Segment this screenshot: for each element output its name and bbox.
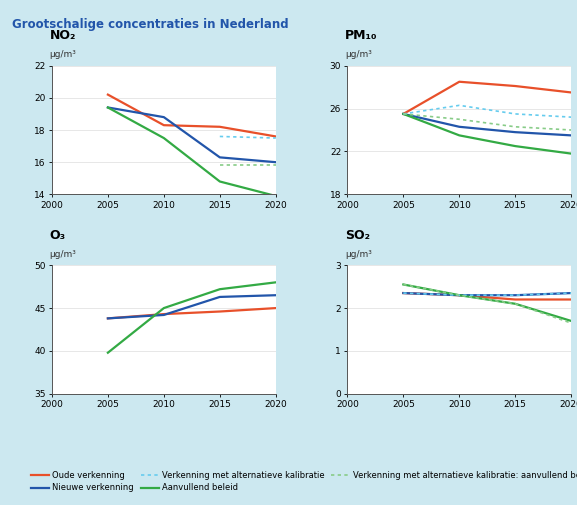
Text: NO₂: NO₂ — [50, 29, 76, 42]
Text: μg/m³: μg/m³ — [50, 250, 77, 259]
Text: PM₁₀: PM₁₀ — [345, 29, 378, 42]
Text: Grootschalige concentraties in Nederland: Grootschalige concentraties in Nederland — [12, 18, 288, 31]
Legend: Oude verkenning, Nieuwe verkenning, Verkenning met alternatieve kalibratie, Aanv: Oude verkenning, Nieuwe verkenning, Verk… — [27, 468, 577, 496]
Text: SO₂: SO₂ — [345, 229, 370, 242]
Text: O₃: O₃ — [50, 229, 66, 242]
Text: μg/m³: μg/m³ — [345, 50, 372, 59]
Text: μg/m³: μg/m³ — [50, 50, 77, 59]
Text: μg/m³: μg/m³ — [345, 250, 372, 259]
